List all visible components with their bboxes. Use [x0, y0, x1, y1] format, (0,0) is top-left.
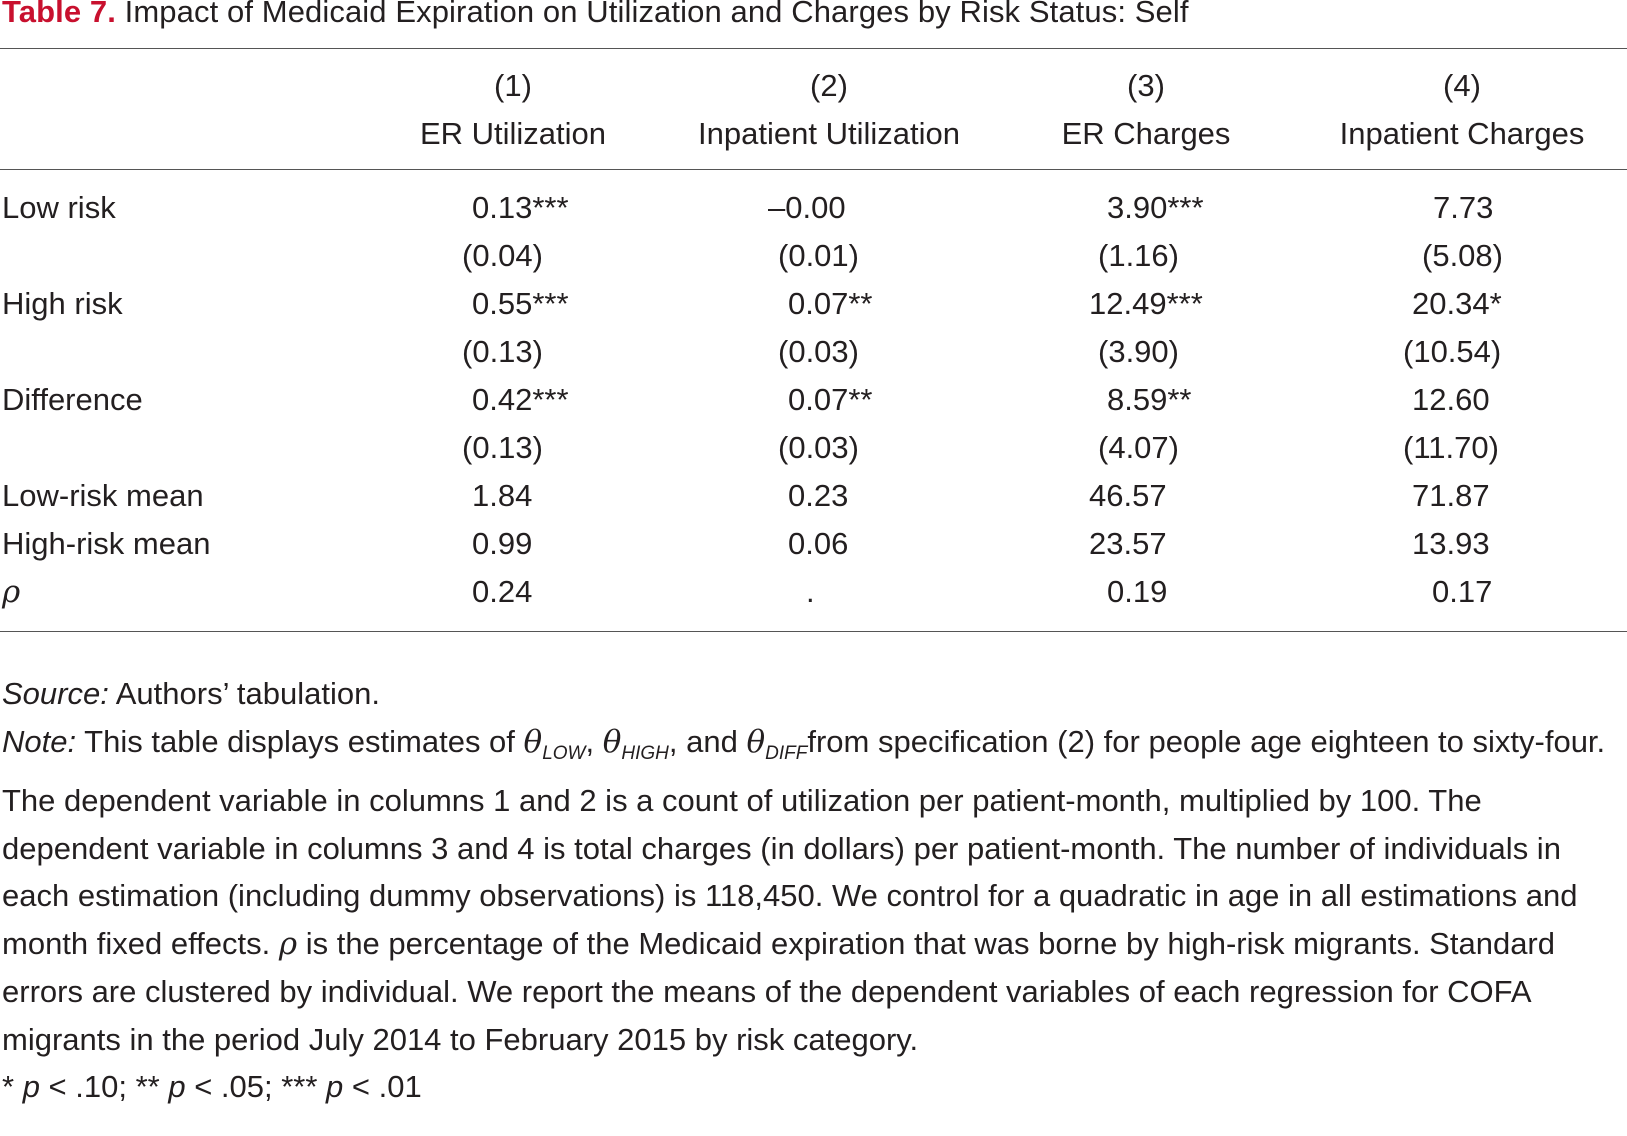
- cell-low-risk-mean-col2: 0.23: [788, 478, 849, 513]
- col4-number: (4): [1443, 68, 1481, 103]
- source-text: Authors’ tabulation.: [108, 676, 380, 711]
- table-title-text: Impact of Medicaid Expiration on Utiliza…: [124, 0, 1189, 29]
- cell-low-risk-se-col4: (5.08): [1422, 238, 1503, 273]
- table-title: Table 7. Impact of Medicaid Expiration o…: [2, 0, 1189, 30]
- source-label: Source:: [2, 676, 109, 711]
- cell-low-risk-col4: 7.73: [1433, 190, 1494, 225]
- theta-high: θHIGH: [602, 723, 669, 764]
- theta-diff: θDIFF: [746, 723, 808, 764]
- table-label: Table 7.: [2, 0, 116, 29]
- col4-header: Inpatient Charges: [1339, 116, 1585, 151]
- cell-difference-col3: 8.59**: [1107, 382, 1192, 417]
- cell-high-risk-col2: 0.07**: [788, 286, 873, 321]
- cell-low-risk-col1: 0.13***: [472, 190, 569, 225]
- cell-high-risk-se-col4: (10.54): [1403, 334, 1502, 369]
- note-paragraph: Note: This table displays estimates of θ…: [2, 723, 1606, 1057]
- cell-high-risk-col3: 12.49***: [1089, 286, 1203, 321]
- row-label-rho: ρ: [2, 574, 21, 610]
- table-notes: Source: Authors’ tabulation. Note: This …: [2, 670, 1622, 1111]
- cell-rho-col2: .: [806, 574, 815, 609]
- cell-difference-se-col4: (11.70): [1403, 430, 1499, 465]
- cell-difference-se-col2: (0.03): [778, 430, 859, 465]
- col1-header: ER Utilization: [419, 116, 607, 151]
- col2-header: Inpatient Utilization: [698, 116, 960, 151]
- note-intro: This table displays estimates of: [76, 723, 524, 759]
- col3-header: ER Charges: [1061, 116, 1231, 151]
- col3-number: (3): [1127, 68, 1165, 103]
- cell-high-risk-mean-col2: 0.06: [788, 526, 849, 561]
- note-body: from specification (2) for people age ei…: [2, 723, 1606, 961]
- row-label-low-risk-mean: Low-risk mean: [2, 478, 204, 513]
- cell-high-risk-se-col2: (0.03): [778, 334, 859, 369]
- cell-difference-se-col1: (0.13): [462, 430, 543, 465]
- cell-rho-col4: 0.17: [1432, 574, 1493, 609]
- cell-high-risk-mean-col4: 13.93: [1412, 526, 1490, 561]
- header-rule: [0, 169, 1627, 170]
- cell-difference-col4: 12.60: [1412, 382, 1490, 417]
- cell-high-risk-mean-col3: 23.57: [1089, 526, 1167, 561]
- row-label-difference: Difference: [2, 382, 143, 417]
- row-label-high-risk-mean: High-risk mean: [2, 526, 211, 561]
- cell-low-risk-se-col1: (0.04): [462, 238, 543, 273]
- cell-high-risk-se-col3: (3.90): [1098, 334, 1179, 369]
- row-label-high-risk: High risk: [2, 286, 123, 321]
- col2-number: (2): [810, 68, 848, 103]
- cell-high-risk-se-col1: (0.13): [462, 334, 543, 369]
- rho-symbol: ρ: [278, 925, 298, 962]
- bottom-rule: [0, 631, 1627, 632]
- cell-low-risk-mean-col3: 46.57: [1089, 478, 1167, 513]
- col1-number: (1): [494, 68, 532, 103]
- source-note: Source: Authors’ tabulation.: [2, 670, 1622, 718]
- cell-low-risk-mean-col1: 1.84: [472, 478, 533, 513]
- top-rule: [0, 48, 1627, 49]
- row-label-low-risk: Low risk: [2, 190, 116, 225]
- cell-difference-col1: 0.42***: [472, 382, 569, 417]
- cell-high-risk-col1: 0.55***: [472, 286, 569, 321]
- cell-high-risk-col4: 20.34*: [1412, 286, 1502, 321]
- cell-low-risk-se-col3: (1.16): [1098, 238, 1179, 273]
- cell-low-risk-mean-col4: 71.87: [1412, 478, 1490, 513]
- note-label: Note:: [2, 723, 77, 759]
- note-tail: is the percentage of the Medicaid expira…: [2, 925, 1556, 1057]
- cell-low-risk-col3: 3.90***: [1107, 190, 1204, 225]
- theta-low: θLOW: [523, 723, 586, 764]
- cell-rho-col1: 0.24: [472, 574, 533, 609]
- cell-low-risk-se-col2: (0.01): [778, 238, 859, 273]
- significance-note: * p < .10; ** p < .05; *** p < .01: [2, 1069, 422, 1105]
- cell-low-risk-col2: –0.00: [768, 190, 846, 225]
- cell-high-risk-mean-col1: 0.99: [472, 526, 533, 561]
- cell-rho-col3: 0.19: [1107, 574, 1168, 609]
- cell-difference-col2: 0.07**: [788, 382, 873, 417]
- cell-difference-se-col3: (4.07): [1098, 430, 1179, 465]
